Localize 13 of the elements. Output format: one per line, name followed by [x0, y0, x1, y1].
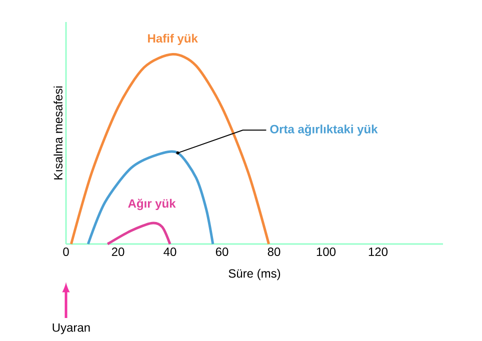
x-axis-title: Süre (ms): [228, 268, 280, 280]
x-tick-label: 60: [216, 248, 228, 256]
text: Orta ağırlıktaki yük: [270, 124, 378, 136]
x-tick-label: 100: [316, 248, 336, 256]
series-label: Ağır yük: [128, 198, 176, 210]
y-axis-title: Kısalma mesafesi: [54, 86, 62, 180]
x-tick-label: 120: [368, 248, 388, 256]
x-tick-label: 40: [164, 248, 176, 256]
text: Uyaran: [52, 323, 90, 334]
x-tick-label: 80: [268, 248, 280, 256]
x-tick-label: 20: [112, 248, 124, 256]
x-tick-label: 0: [63, 248, 69, 256]
series-label: Hafif yük: [148, 34, 198, 46]
